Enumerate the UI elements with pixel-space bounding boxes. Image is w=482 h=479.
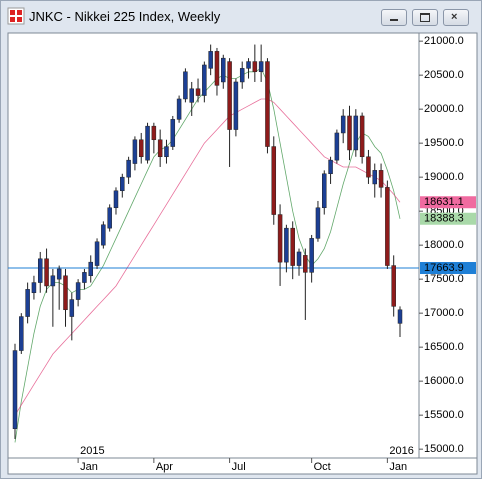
candle-body [151, 125, 157, 141]
candle-body [322, 173, 327, 209]
title-bar: JNKC - Nikkei 225 Index, Weekly × [1, 1, 481, 31]
x-tick-label: Oct [314, 461, 331, 473]
candle-body [138, 139, 144, 158]
price-badge-label: 18388.3 [424, 213, 464, 225]
candle-body [271, 146, 277, 215]
candle-body [189, 88, 194, 103]
candle-body [164, 146, 169, 158]
plot-area [7, 32, 420, 459]
candle-body [63, 275, 68, 311]
moving-average [14, 98, 401, 416]
candle-body [239, 68, 245, 83]
year-label: 2015 [80, 445, 104, 457]
candle-body [359, 115, 365, 158]
candle-body [170, 119, 176, 147]
y-tick-label: 17000.0 [424, 307, 464, 319]
minimize-button[interactable] [381, 9, 407, 26]
candle-body [82, 272, 87, 283]
candle-body [44, 258, 49, 287]
candle-body [19, 316, 24, 351]
candle-body [75, 282, 81, 300]
candle-body [37, 258, 43, 283]
candle-body [227, 61, 232, 130]
maximize-button[interactable] [412, 9, 438, 26]
candle-body [183, 71, 188, 100]
candle-body [391, 265, 396, 307]
candle-body [101, 224, 106, 246]
y-tick-label: 15000.0 [424, 443, 464, 455]
candle-body [94, 241, 100, 266]
candle-body [397, 309, 403, 324]
candle-body [252, 61, 258, 73]
candle-body [385, 187, 390, 266]
candle-body [69, 299, 75, 317]
candle-body [290, 227, 295, 266]
candle-body [277, 214, 283, 263]
y-tick-label: 19500.0 [424, 137, 464, 149]
candle-body [214, 51, 220, 86]
window-title: JNKC - Nikkei 225 Index, Weekly [29, 9, 221, 24]
close-button[interactable]: × [443, 9, 469, 26]
candle-body [113, 190, 119, 209]
candle-body [145, 125, 150, 161]
year-label: 2016 [389, 445, 413, 457]
candle-body [50, 275, 56, 287]
candle-body [233, 81, 239, 130]
y-tick-label: 17500.0 [424, 273, 464, 285]
candle-body [25, 289, 30, 317]
candle-body [265, 61, 270, 147]
candle-body [31, 282, 37, 294]
y-tick-label: 21000.0 [424, 35, 464, 47]
candle-body [284, 227, 289, 263]
y-tick-label: 19000.0 [424, 171, 464, 183]
candle-body [120, 176, 125, 192]
candle-body [347, 115, 352, 151]
candle-body [303, 255, 308, 273]
candle-body [372, 170, 378, 185]
candle-body [353, 115, 359, 151]
candle-body [366, 156, 371, 178]
candle-body [56, 268, 62, 280]
candle-body [107, 207, 112, 229]
chart: 15000.0 15500.0 16000.0 16500.0 17000.0 17500… [7, 32, 478, 475]
y-tick-label: 16000.0 [424, 375, 464, 387]
candle-body [309, 238, 314, 273]
candle-body [132, 139, 138, 164]
candle-body [157, 139, 163, 158]
candle-body [296, 251, 302, 266]
price-badge [420, 212, 476, 225]
x-tick-label: Jul [232, 461, 246, 473]
y-tick-label: 15500.0 [424, 409, 464, 421]
time-axis [7, 457, 478, 475]
price-badge [420, 196, 476, 209]
candle-body [12, 350, 18, 430]
candle-body [202, 64, 207, 96]
candle-body [208, 51, 213, 69]
candle-body [340, 115, 346, 134]
x-tick-label: Jan [389, 461, 407, 473]
price-badge-label: 18631.1 [424, 196, 464, 208]
app-icon [7, 7, 25, 25]
candle-body [195, 88, 201, 96]
candle-body [378, 170, 384, 188]
price-badge [420, 262, 476, 275]
candle-body [221, 57, 226, 83]
y-tick-label: 16500.0 [424, 341, 464, 353]
candle-body [328, 159, 333, 175]
candle-body [315, 207, 321, 239]
y-tick-label: 20500.0 [424, 69, 464, 81]
candle-body [88, 261, 93, 277]
candle-body [258, 61, 264, 73]
candle-body [126, 159, 131, 178]
y-tick-label: 18000.0 [424, 239, 464, 251]
price-axis [418, 32, 478, 459]
x-tick-label: Apr [156, 461, 173, 473]
x-tick-label: Jan [80, 461, 98, 473]
candle-body [334, 132, 340, 161]
price-badge-label: 17663.9 [424, 262, 464, 274]
y-tick-label: 20000.0 [424, 103, 464, 115]
candle-body [176, 98, 182, 120]
candle-body [246, 61, 251, 69]
